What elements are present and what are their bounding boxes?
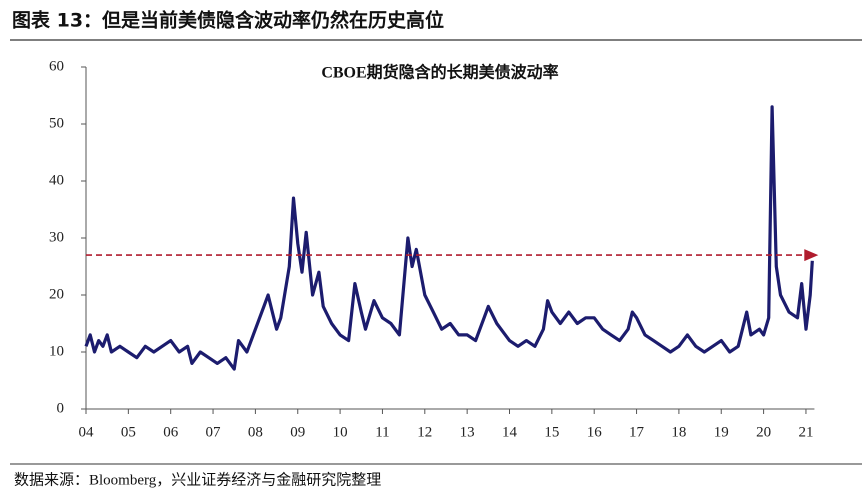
x-tick-label: 11 <box>375 424 389 440</box>
y-tick-label: 60 <box>49 58 64 74</box>
x-tick-label: 12 <box>417 424 432 440</box>
x-tick-label: 06 <box>163 424 179 440</box>
data-line <box>84 105 814 371</box>
x-tick-label: 19 <box>714 424 729 440</box>
y-tick-label: 30 <box>49 229 64 245</box>
x-tick-label: 10 <box>333 424 348 440</box>
x-tick-label: 16 <box>587 424 603 440</box>
source-note: 数据来源：Bloomberg，兴业证券经济与金融研究院整理 <box>14 470 381 488</box>
y-tick-label: 50 <box>49 115 64 131</box>
y-tick-label: 20 <box>49 286 64 302</box>
x-tick-label: 04 <box>79 424 95 440</box>
y-tick-label: 40 <box>49 172 64 188</box>
x-tick-label: 17 <box>629 424 645 440</box>
y-tick-label: 0 <box>57 400 65 416</box>
x-tick-label: 21 <box>798 424 813 440</box>
x-tick-label: 13 <box>460 424 475 440</box>
page-title: 图表 13：但是当前美债隐含波动率仍然在历史高位 <box>12 9 444 32</box>
y-tick-label: 10 <box>49 343 64 359</box>
chart-title: CBOE期货隐含的长期美债波动率 <box>321 63 558 82</box>
x-tick-label: 14 <box>502 424 518 440</box>
reference-arrow <box>804 249 819 262</box>
x-tick-label: 20 <box>756 424 771 440</box>
x-tick-label: 05 <box>121 424 136 440</box>
x-tick-label: 15 <box>544 424 559 440</box>
x-tick-label: 09 <box>290 424 305 440</box>
x-tick-label: 07 <box>206 424 222 440</box>
x-tick-label: 18 <box>671 424 686 440</box>
x-tick-label: 08 <box>248 424 263 440</box>
